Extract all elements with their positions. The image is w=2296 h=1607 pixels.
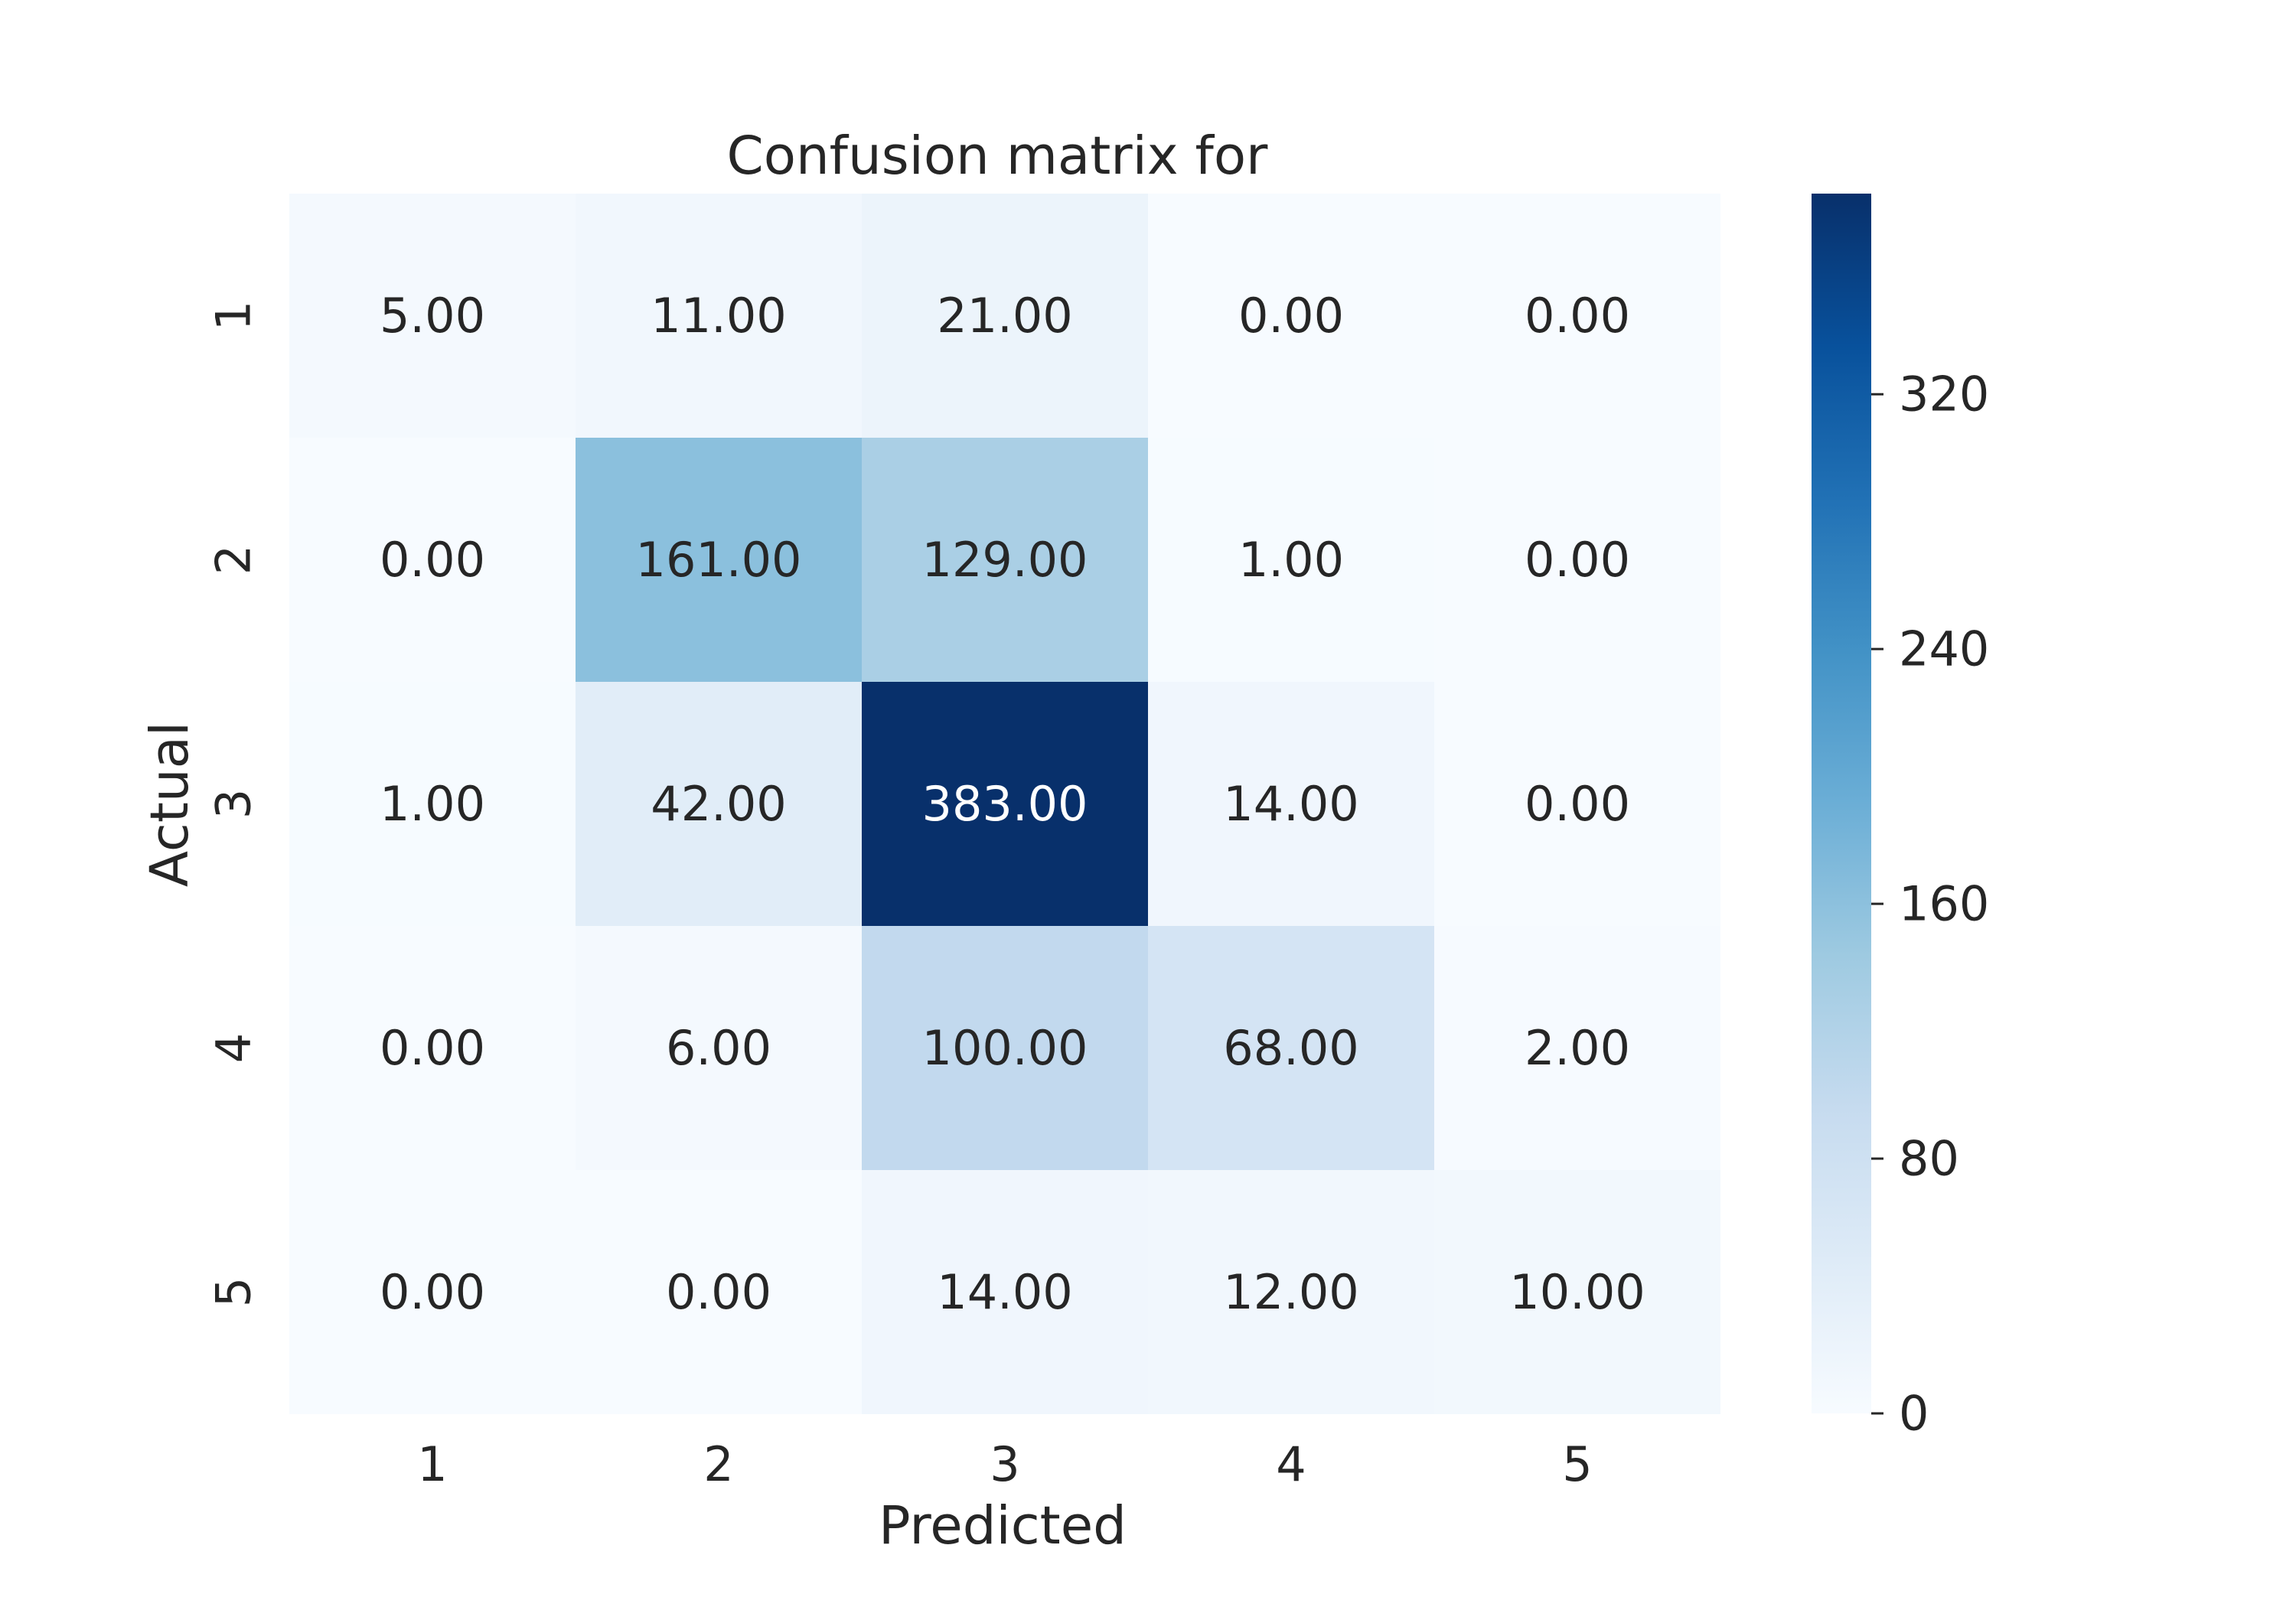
cell-value-r3-c3: 383.00	[922, 776, 1088, 832]
cell-value-r2-c1: 0.00	[380, 532, 485, 588]
cell-value-r2-c4: 1.00	[1238, 532, 1344, 588]
cell-value-r1-c1: 5.00	[380, 288, 485, 344]
cell-value-r3-c5: 0.00	[1525, 776, 1630, 832]
y-tick-label: 1	[206, 301, 262, 331]
cell-value-r1-c3: 21.00	[937, 288, 1073, 344]
heatmap-cell-r5-c1	[289, 1170, 576, 1414]
heatmap-cell-r5-c5	[1434, 1170, 1720, 1414]
heatmap-cell-r3-c4	[1148, 682, 1434, 926]
colorbar-tick-label: 0	[1899, 1386, 1929, 1442]
x-tick-label: 5	[1562, 1436, 1592, 1492]
x-axis-title: Predicted	[879, 1495, 1127, 1556]
heatmap-cell-r2-c4	[1148, 438, 1434, 682]
heatmap-cell-r3-c1	[289, 682, 576, 926]
heatmap-cell-r4-c2	[576, 926, 862, 1170]
cell-value-r4-c4: 68.00	[1223, 1020, 1359, 1076]
cell-value-r5-c4: 12.00	[1223, 1264, 1359, 1320]
colorbar-ticks: 0 80 160 240 320	[1871, 367, 1989, 1442]
cell-value-r5-c1: 0.00	[380, 1264, 485, 1320]
colorbar-tick-label: 240	[1899, 621, 1989, 677]
y-tick-label: 2	[206, 545, 262, 575]
cell-value-r1-c5: 0.00	[1525, 288, 1630, 344]
heatmap-cell-r1-c2	[576, 194, 862, 438]
cell-value-r3-c4: 14.00	[1223, 776, 1359, 832]
cell-value-r2-c3: 129.00	[922, 532, 1088, 588]
y-axis-ticks: 1 2 3 4 5	[206, 301, 262, 1307]
colorbar-tick-label: 320	[1899, 367, 1989, 422]
cell-value-r2-c2: 161.00	[636, 532, 802, 588]
heatmap-cell-r3-c5	[1434, 682, 1720, 926]
cell-value-r2-c5: 0.00	[1525, 532, 1630, 588]
heatmap-cell-r1-c1	[289, 194, 576, 438]
heatmap-cell-r5-c2	[576, 1170, 862, 1414]
cell-value-r5-c2: 0.00	[666, 1264, 771, 1320]
x-tick-label: 2	[703, 1436, 733, 1492]
cell-value-r4-c1: 0.00	[380, 1020, 485, 1076]
heatmap-cell-r1-c4	[1148, 194, 1434, 438]
heatmap-cell-r3-c2	[576, 682, 862, 926]
cell-value-r3-c2: 42.00	[651, 776, 787, 832]
heatmap-cell-r5-c3	[862, 1170, 1148, 1414]
colorbar	[1812, 194, 1871, 1413]
x-tick-label: 3	[990, 1436, 1019, 1492]
heatmap-cell-r2-c2	[576, 438, 862, 682]
heatmap-cell-r4-c4	[1148, 926, 1434, 1170]
cell-value-r1-c2: 11.00	[651, 288, 787, 344]
cell-value-r3-c1: 1.00	[380, 776, 485, 832]
y-tick-label: 4	[206, 1033, 262, 1063]
cell-value-r1-c4: 0.00	[1238, 288, 1344, 344]
heatmap-cell-labels: 5.00 11.00 21.00 0.00 0.00 0.00 161.00 129.00 1.…	[380, 288, 1645, 1320]
cell-value-r4-c2: 6.00	[666, 1020, 771, 1076]
heatmap-cell-r2-c5	[1434, 438, 1720, 682]
colorbar-tick-label: 160	[1899, 876, 1989, 932]
y-tick-label: 5	[206, 1277, 262, 1307]
cell-value-r4-c5: 2.00	[1525, 1020, 1630, 1076]
heatmap-cell-r1-c3	[862, 194, 1148, 438]
heatmap-cell-r4-c3	[862, 926, 1148, 1170]
cell-value-r4-c3: 100.00	[922, 1020, 1088, 1076]
heatmap-cell-r4-c1	[289, 926, 576, 1170]
heatmap-cell-r1-c5	[1434, 194, 1720, 438]
y-tick-label: 3	[206, 789, 262, 819]
y-axis-title: Actual	[139, 722, 201, 887]
heatmap-cell-r3-c3	[862, 682, 1148, 926]
chart-title: Confusion matrix for	[727, 125, 1269, 187]
heatmap-cells	[289, 194, 1720, 1414]
heatmap-cell-r5-c4	[1148, 1170, 1434, 1414]
cell-value-r5-c3: 14.00	[937, 1264, 1073, 1320]
heatmap-cell-r2-c3	[862, 438, 1148, 682]
heatmap-cell-r2-c1	[289, 438, 576, 682]
x-tick-label: 1	[417, 1436, 447, 1492]
heatmap-cell-r4-c5	[1434, 926, 1720, 1170]
x-axis-ticks: 1 2 3 4 5	[417, 1436, 1592, 1492]
cell-value-r5-c5: 10.00	[1509, 1264, 1645, 1320]
x-tick-label: 4	[1276, 1436, 1306, 1492]
colorbar-tick-label: 80	[1899, 1131, 1959, 1187]
